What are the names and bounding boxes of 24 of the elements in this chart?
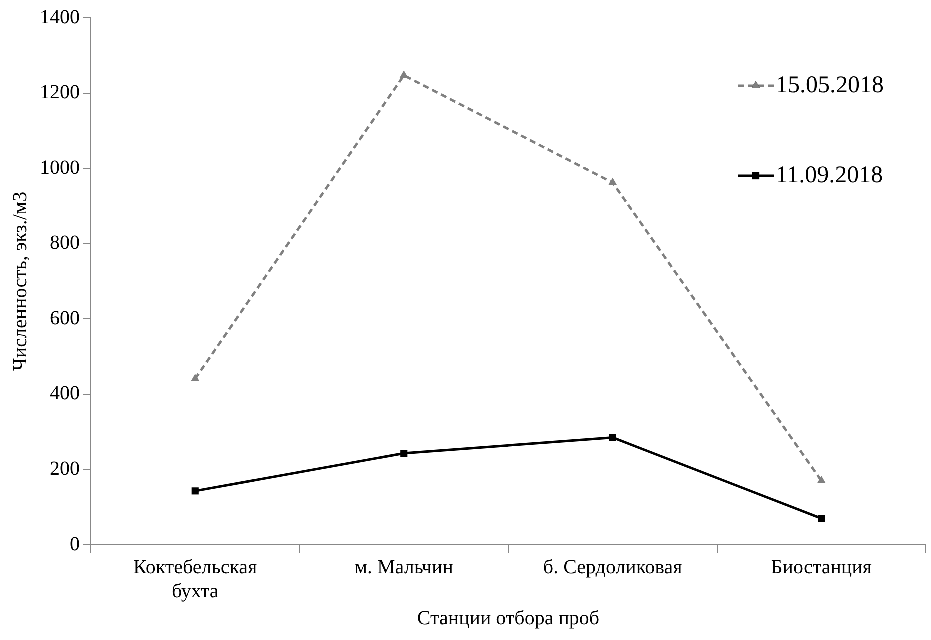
point: [400, 450, 408, 458]
point: [400, 70, 408, 78]
y-axis-title: Численность, экз./м3: [9, 192, 32, 372]
y-tick-label: 800: [50, 232, 80, 254]
x-tick-label: Коктебельская бухта: [134, 556, 258, 602]
y-tick-label: 1200: [40, 82, 80, 104]
y-tick-label: 1000: [40, 156, 80, 179]
x-tick-label: м. Мальчин: [354, 556, 454, 578]
legend-label: 15.05.2018: [776, 72, 884, 98]
x-tick-label: Биостанция: [771, 556, 872, 578]
point: [608, 178, 618, 186]
point: [609, 434, 616, 442]
point: [818, 515, 826, 522]
x-tick-label: б. Сердоликовая: [543, 556, 682, 578]
y-tick-label: 400: [50, 382, 80, 405]
point: [192, 488, 199, 495]
point: [817, 476, 826, 484]
legend-label: 11.09.2018: [776, 162, 884, 188]
y-tick-label: 1400: [40, 6, 80, 28]
point: [191, 374, 200, 382]
x-axis-title: Станции отбора проб: [417, 607, 600, 630]
y-tick-label: 200: [50, 458, 80, 480]
y-tick-label: 600: [50, 307, 80, 330]
y-tick-label: 0: [70, 533, 80, 556]
